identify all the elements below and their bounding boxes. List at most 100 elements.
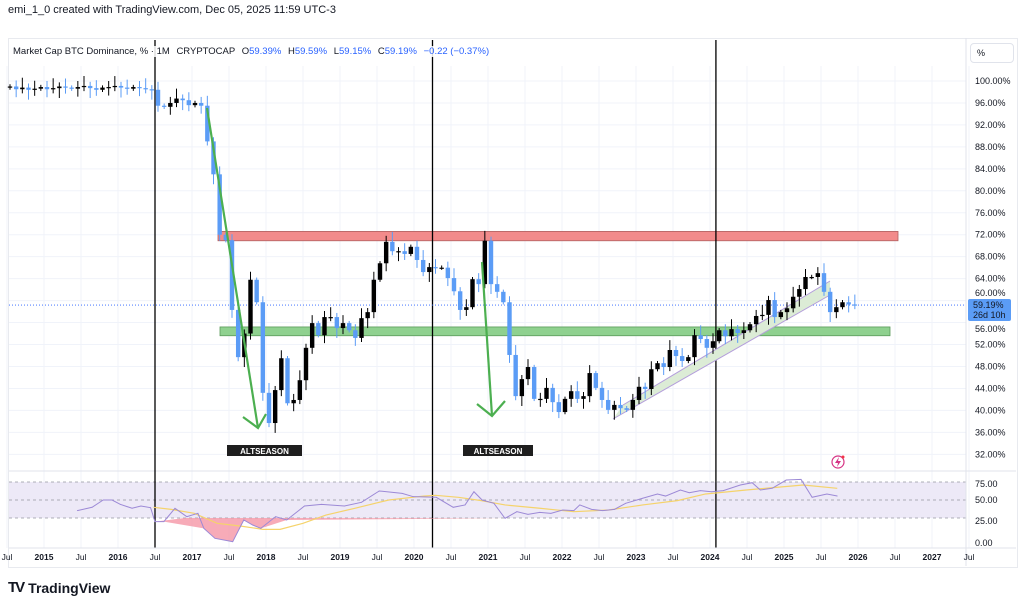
candle[interactable]	[217, 166, 222, 241]
candle[interactable]	[334, 312, 340, 338]
candle[interactable]	[186, 92, 192, 112]
candle[interactable]	[710, 333, 716, 354]
candle[interactable]	[223, 232, 229, 243]
candle[interactable]	[285, 356, 290, 406]
candle[interactable]	[827, 287, 833, 323]
candle[interactable]	[100, 85, 105, 92]
candle[interactable]	[439, 265, 444, 270]
candle[interactable]	[445, 261, 451, 287]
candle[interactable]	[124, 79, 130, 95]
candle[interactable]	[488, 236, 494, 295]
channel-lower-line[interactable]	[612, 294, 831, 420]
candle[interactable]	[531, 364, 537, 402]
candle[interactable]	[772, 292, 777, 324]
candle[interactable]	[168, 96, 173, 115]
symbol-title[interactable]: Market Cap BTC Dominance, % · 1M	[13, 46, 170, 57]
candle[interactable]	[605, 390, 611, 414]
candle[interactable]	[303, 343, 309, 391]
candle[interactable]	[205, 95, 210, 146]
candle[interactable]	[414, 240, 420, 268]
candle[interactable]	[464, 299, 469, 316]
candle[interactable]	[359, 308, 364, 343]
candle[interactable]	[507, 296, 512, 363]
candle[interactable]	[297, 370, 303, 405]
candle[interactable]	[568, 385, 574, 407]
support-zone[interactable]	[219, 326, 891, 337]
candle[interactable]	[38, 84, 44, 91]
candle[interactable]	[75, 81, 81, 97]
candle[interactable]	[316, 320, 321, 338]
candle[interactable]	[377, 261, 383, 282]
scale-mode-button[interactable]: %	[970, 43, 1014, 63]
candle[interactable]	[519, 374, 525, 407]
candle[interactable]	[673, 345, 679, 366]
candle[interactable]	[562, 396, 568, 415]
candle[interactable]	[94, 80, 99, 96]
candle[interactable]	[32, 80, 37, 96]
candle[interactable]	[451, 268, 457, 296]
candle[interactable]	[50, 78, 56, 94]
candle[interactable]	[618, 396, 623, 415]
candle[interactable]	[470, 276, 475, 310]
candle[interactable]	[667, 340, 673, 372]
candle[interactable]	[427, 262, 432, 282]
candle[interactable]	[346, 320, 352, 333]
rsi-ma-line[interactable]	[153, 484, 838, 530]
channel-upper-line[interactable]	[622, 280, 831, 406]
candle[interactable]	[112, 76, 118, 92]
candle[interactable]	[698, 325, 703, 344]
candle[interactable]	[7, 84, 13, 90]
candle[interactable]	[266, 382, 272, 428]
candle[interactable]	[630, 393, 636, 418]
candle[interactable]	[229, 234, 235, 318]
candle[interactable]	[309, 315, 315, 354]
candle[interactable]	[44, 81, 50, 98]
candle[interactable]	[476, 273, 481, 293]
candle[interactable]	[69, 85, 74, 91]
candle[interactable]	[420, 250, 426, 277]
candle[interactable]	[803, 269, 808, 296]
candle[interactable]	[636, 376, 642, 405]
candle[interactable]	[137, 81, 142, 97]
candle[interactable]	[587, 365, 592, 403]
candle[interactable]	[322, 311, 327, 344]
candle[interactable]	[821, 263, 827, 296]
candle[interactable]	[686, 354, 691, 364]
altseason-label[interactable]: ALTSEASON	[240, 447, 289, 456]
candle[interactable]	[642, 382, 648, 399]
candle[interactable]	[612, 400, 617, 420]
candle[interactable]	[753, 309, 759, 333]
candle[interactable]	[649, 361, 654, 396]
candle[interactable]	[254, 277, 259, 305]
candle[interactable]	[692, 329, 697, 366]
candle[interactable]	[766, 295, 771, 325]
candle[interactable]	[735, 325, 740, 343]
candle[interactable]	[57, 82, 62, 99]
candle[interactable]	[593, 370, 599, 391]
candle[interactable]	[790, 286, 796, 313]
candle[interactable]	[834, 299, 839, 319]
candle[interactable]	[63, 78, 68, 94]
altseason-label[interactable]: ALTSEASON	[474, 447, 523, 456]
candle[interactable]	[248, 271, 253, 340]
candle[interactable]	[852, 294, 858, 310]
candle[interactable]	[655, 360, 660, 372]
candle[interactable]	[118, 81, 124, 98]
candle[interactable]	[797, 284, 802, 307]
candle[interactable]	[408, 244, 414, 257]
candle[interactable]	[402, 243, 407, 260]
candle[interactable]	[87, 81, 93, 99]
resistance-zone[interactable]	[217, 231, 899, 242]
candle[interactable]	[747, 322, 753, 333]
candle[interactable]	[81, 76, 87, 92]
candle[interactable]	[192, 100, 198, 108]
candle[interactable]	[704, 334, 710, 358]
candle[interactable]	[20, 77, 25, 94]
candle[interactable]	[661, 357, 666, 375]
candle[interactable]	[279, 350, 284, 397]
candle[interactable]	[513, 345, 518, 401]
candle[interactable]	[155, 81, 161, 112]
candle[interactable]	[840, 300, 845, 310]
candle[interactable]	[550, 383, 555, 413]
candle[interactable]	[26, 83, 31, 100]
